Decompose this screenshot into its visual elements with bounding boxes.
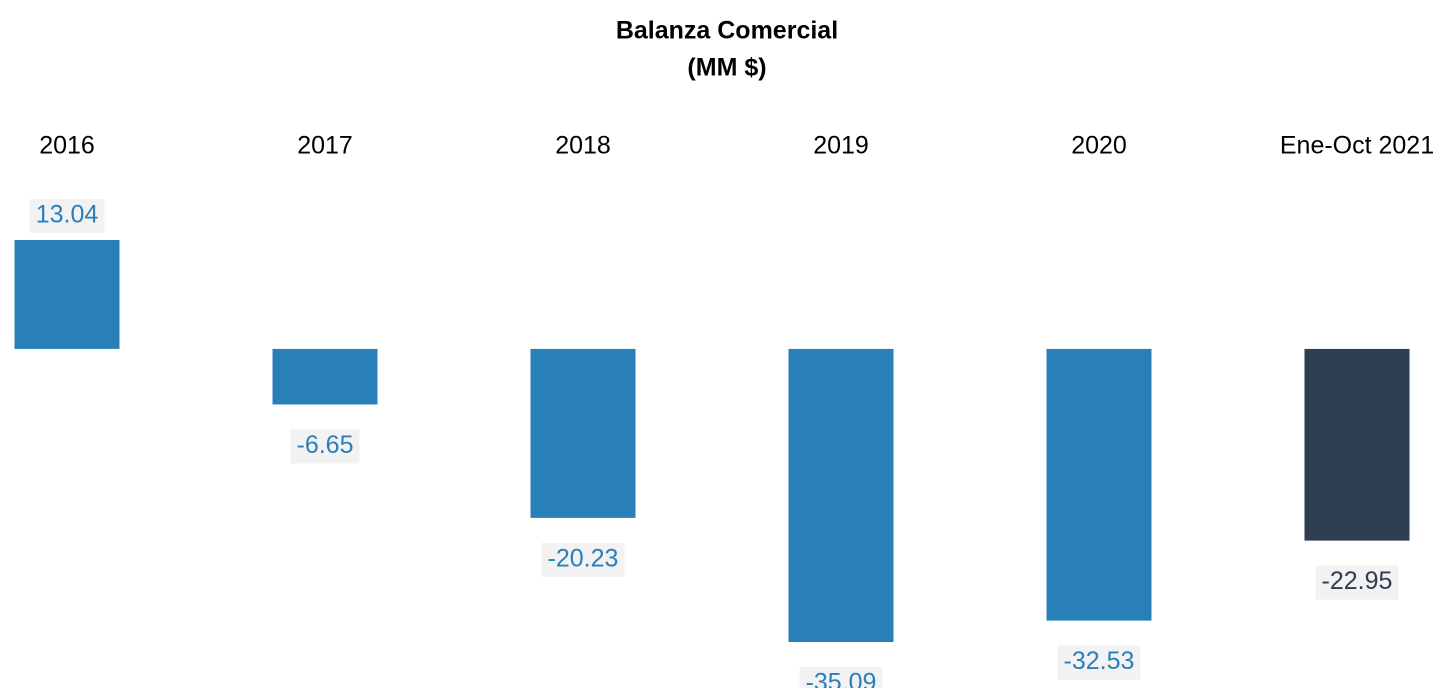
data-label-bg xyxy=(29,199,105,233)
category-label: Ene-Oct 2021 xyxy=(1280,132,1434,160)
data-label-bg xyxy=(1315,565,1399,600)
data-label: -20.23 xyxy=(548,544,619,572)
bar xyxy=(1304,348,1410,541)
category-label: 2018 xyxy=(555,132,611,160)
bar xyxy=(788,348,894,642)
category-label: 2016 xyxy=(39,132,95,160)
chart-subtitle: (MM $) xyxy=(687,54,766,82)
bar xyxy=(272,348,378,405)
bar xyxy=(530,348,636,518)
data-label-bg xyxy=(1057,645,1141,680)
category-label: 2020 xyxy=(1071,132,1127,160)
data-label: -6.65 xyxy=(297,431,354,459)
chart-title: Balanza Comercial xyxy=(616,17,838,45)
data-label: -32.53 xyxy=(1064,647,1135,675)
bar xyxy=(1046,348,1152,621)
data-label-bg xyxy=(799,667,883,688)
data-label: -22.95 xyxy=(1322,567,1393,595)
data-label: -35.09 xyxy=(806,669,877,688)
data-label-bg xyxy=(290,429,360,464)
category-label: 2019 xyxy=(813,132,869,160)
data-label-bg xyxy=(541,542,625,577)
category-label: 2017 xyxy=(297,132,353,160)
data-label: 13.04 xyxy=(36,201,99,229)
bar xyxy=(14,240,120,349)
